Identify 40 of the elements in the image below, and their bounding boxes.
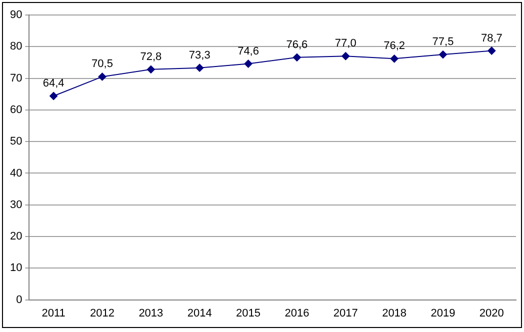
x-tick-label: 2020 <box>479 307 504 320</box>
x-tick-label: 2019 <box>430 307 456 320</box>
x-tick-label: 2015 <box>236 307 261 320</box>
point <box>438 50 447 59</box>
data-label: 78,7 <box>480 32 502 44</box>
data-label: 74,6 <box>238 45 259 58</box>
x-tick-label: 2017 <box>333 307 358 320</box>
y-tick-label: 10 <box>10 262 22 274</box>
y-tick-label: 40 <box>10 167 22 180</box>
x-tick-label: 2014 <box>187 307 212 320</box>
point <box>146 65 155 74</box>
y-tick-label: 60 <box>10 104 22 116</box>
point <box>98 72 106 81</box>
point <box>50 92 58 100</box>
data-label: 77,5 <box>432 36 454 48</box>
x-tick-label: 2018 <box>382 307 407 320</box>
x-tick-label: 2013 <box>138 307 164 320</box>
x-tick-label: 2012 <box>90 307 114 320</box>
y-tick-label: 80 <box>10 40 22 53</box>
point <box>390 54 398 63</box>
y-tick-label: 50 <box>10 136 22 148</box>
point <box>196 64 204 72</box>
data-label: 76,2 <box>384 40 406 52</box>
point <box>244 60 252 68</box>
data-label: 72,8 <box>140 50 162 63</box>
x-tick-label: 2016 <box>284 307 310 320</box>
data-label: 73,3 <box>188 49 210 62</box>
data-label: 77,0 <box>334 38 356 50</box>
x-tick-label: 2011 <box>42 307 66 320</box>
y-tick-label: 70 <box>10 72 22 84</box>
point <box>488 46 496 55</box>
data-label: 64,4 <box>42 78 64 90</box>
point <box>342 52 350 60</box>
y-tick-label: 0 <box>16 294 22 306</box>
point <box>292 53 301 62</box>
data-label: 70,5 <box>92 58 113 70</box>
data-label: 76,6 <box>286 38 308 51</box>
y-tick-label: 30 <box>10 198 22 211</box>
y-tick-label: 90 <box>10 9 22 22</box>
y-tick-label: 20 <box>10 230 22 243</box>
